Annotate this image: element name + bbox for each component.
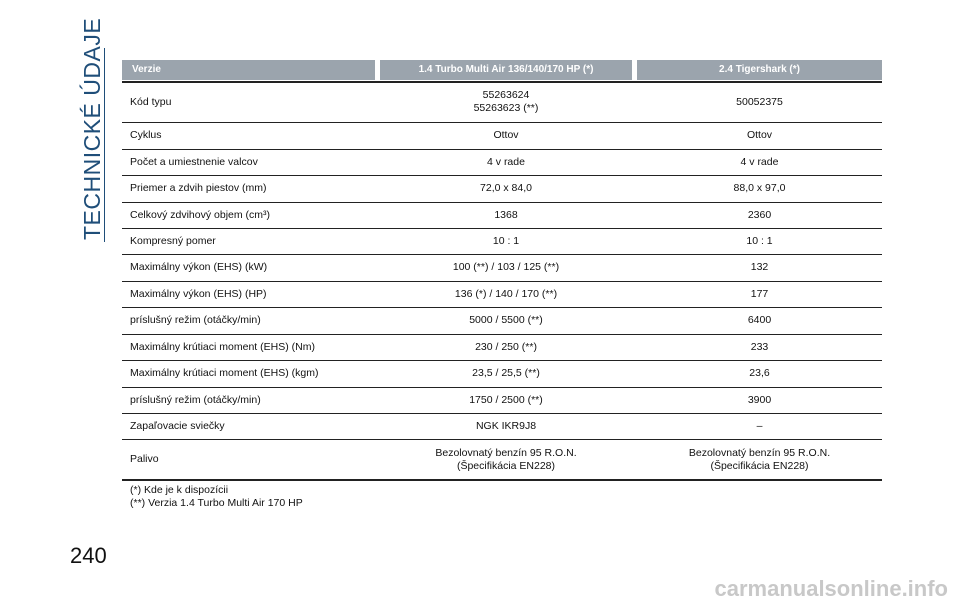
cell-line: 55263624 <box>482 89 530 101</box>
table-cell: 233 <box>750 340 769 353</box>
rule <box>122 281 882 282</box>
table-cell: Počet a umiestnenie valcov <box>130 155 258 168</box>
table-cell: 177 <box>750 287 769 300</box>
rule <box>122 307 882 308</box>
cell-line: Bezolovnatý benzín 95 R.O.N. <box>435 446 577 459</box>
table-cell: Kód typu <box>130 95 172 108</box>
table-cell: príslušný režim (otáčky/min) <box>130 393 261 406</box>
table-cell: Maximálny krútiaci moment (EHS) (Nm) <box>130 340 315 353</box>
table-cell: Maximálny krútiaci moment (EHS) (kgm) <box>130 367 319 379</box>
rule <box>122 387 882 388</box>
table-cell: 136 (*) / 140 / 170 (**) <box>454 287 558 300</box>
rule <box>122 228 882 229</box>
rule <box>122 175 882 176</box>
table-cell: 88,0 x 97,0 <box>733 182 786 194</box>
table-cell: 50052375 <box>736 95 783 108</box>
table-cell: 132 <box>750 261 769 273</box>
header-cell: 2.4 Tigershark (*) <box>637 60 882 80</box>
table-cell: 230 / 250 (**) <box>475 340 537 353</box>
rule <box>122 439 882 440</box>
table-cell: Ottov <box>746 129 773 141</box>
table-cell: Bezolovnatý benzín 95 R.O.N. (Špecifikáci… <box>380 439 632 480</box>
table-cell: Bezolovnatý benzín 95 R.O.N. (Špecifikáci… <box>637 439 882 480</box>
footnote: (**) Verzia 1.4 Turbo Multi Air 170 HP <box>130 497 303 509</box>
watermark: carmanualsonline.info <box>714 576 949 601</box>
rule <box>122 254 882 255</box>
rule <box>122 122 882 123</box>
table-cell: 10 : 1 <box>492 234 520 247</box>
rule <box>122 360 882 361</box>
rule <box>122 334 882 335</box>
table-cell: 4 v rade <box>487 155 525 168</box>
table-cell: 72,0 x 84,0 <box>480 182 532 194</box>
table-cell: 3900 <box>747 393 772 406</box>
footnote: (*) Kde je k dispozícii <box>130 484 229 496</box>
table-cell: 23,5 / 25,5 (**) <box>472 367 540 379</box>
cell-line: Bezolovnatý benzín 95 R.O.N. <box>688 446 831 459</box>
table-cell: Zapaľovacie sviečky <box>130 419 225 432</box>
page-number: 240 <box>70 543 107 568</box>
table-cell: Kompresný pomer <box>130 234 216 247</box>
table-cell: 23,6 <box>749 367 770 379</box>
table-cell: Priemer a zdvih piestov (mm) <box>130 182 267 194</box>
table-cell: Cyklus <box>130 129 162 141</box>
table-cell: 55263624 55263623 (**) <box>380 82 632 122</box>
cell-line: (Špecifikácia EN228) <box>456 459 556 472</box>
header-cell: Verzie <box>122 60 375 80</box>
table-cell: 10 : 1 <box>746 234 773 247</box>
header-cell: 1.4 Turbo Multi Air 136/140/170 HP (*) <box>380 60 632 80</box>
table-cell: 5000 / 5500 (**) <box>469 314 543 326</box>
table-cell: 4 v rade <box>740 155 779 168</box>
table-cell: 6400 <box>747 314 772 326</box>
cell-line: (Špecifikácia EN228) <box>710 459 809 472</box>
table-cell: 100 (**) / 103 / 125 (**) <box>452 261 560 273</box>
rule <box>122 413 882 414</box>
cell-line: 55263623 (**) <box>473 102 539 114</box>
rule <box>122 479 882 481</box>
table-cell: NGK IKR9J8 <box>475 419 537 432</box>
table-cell: – <box>756 419 763 432</box>
table-cell: príslušný režim (otáčky/min) <box>130 314 261 326</box>
table-cell: 1750 / 2500 (**) <box>469 393 543 406</box>
side-rule <box>104 48 105 242</box>
rule <box>122 81 882 83</box>
side-title: TECHNICKÉ ÚDAJE <box>79 17 105 240</box>
table-cell: Palivo <box>130 453 159 465</box>
table-cell: Ottov <box>493 129 519 141</box>
table-cell: Celkový zdvihový objem (cm³) <box>130 208 271 221</box>
table-cell: Maximálny výkon (EHS) (HP) <box>130 287 267 300</box>
table-cell: Maximálny výkon (EHS) (kW) <box>130 261 268 273</box>
table-cell: 2360 <box>747 208 772 221</box>
table-cell: 1368 <box>494 208 518 221</box>
rule <box>122 149 882 150</box>
rule <box>122 202 882 203</box>
